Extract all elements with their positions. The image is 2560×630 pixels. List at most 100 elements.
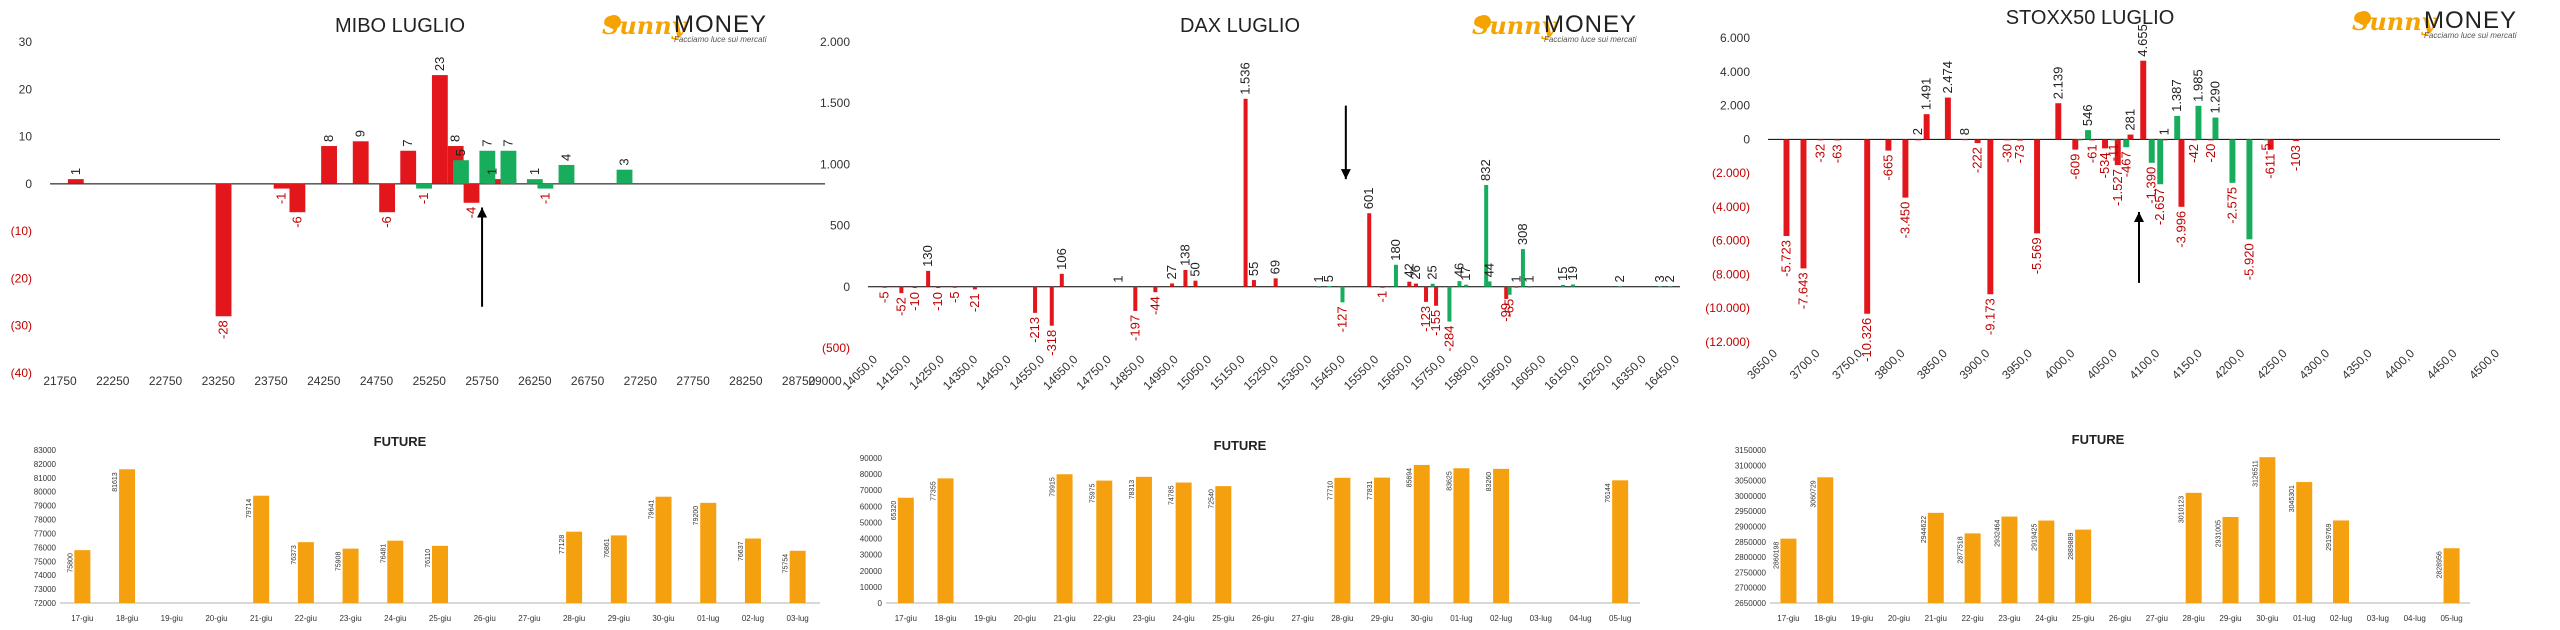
data-label: 5 (453, 149, 468, 156)
data-label: -5.569 (2029, 237, 2044, 274)
future-y-tick: 74000 (34, 571, 57, 580)
future-x-tick: 02-lug (2330, 614, 2352, 623)
bar-down (2034, 139, 2041, 234)
x-tick-label: 22250 (96, 374, 130, 388)
future-bar-label: 2828956 (2437, 551, 2444, 578)
future-y-tick: 2650000 (1735, 599, 1767, 608)
future-bar (744, 538, 761, 603)
bar-down (2017, 139, 2024, 141)
x-tick-label: 3800,0 (1872, 346, 1908, 382)
future-bar (1453, 468, 1470, 603)
bar-down (1133, 286, 1138, 311)
future-y-tick: 90000 (860, 454, 883, 463)
bar-down (2178, 139, 2185, 207)
future-bar-label: 3126511 (2252, 460, 2259, 487)
future-x-tick: 19-giu (974, 614, 996, 623)
bar-down (972, 286, 977, 290)
bar-up (526, 179, 543, 184)
future-bar-label: 75975 (1089, 483, 1096, 503)
future-bar (1612, 480, 1629, 603)
bar-up (1327, 286, 1332, 288)
bar-up (2263, 139, 2270, 141)
future-x-tick: 24-giu (384, 614, 406, 623)
data-label: 42 (1401, 263, 1416, 277)
bar-down (1783, 139, 1790, 236)
logo-money-text: MONEY (1544, 11, 1637, 38)
data-label: 2 (1612, 275, 1627, 282)
future-bar-label: 75800 (67, 553, 74, 573)
data-label: -32 (1812, 144, 1827, 163)
x-tick-label: 14650,0 (1040, 352, 1081, 393)
data-label: -5 (947, 291, 962, 303)
data-label: 2 (1910, 128, 1925, 135)
bar-down (2072, 139, 2079, 150)
bar-down (2191, 139, 2198, 141)
future-bar (2443, 548, 2460, 603)
data-label: -28 (216, 320, 231, 339)
data-label: 50 (1187, 262, 1202, 276)
future-x-tick: 22-giu (1962, 614, 1984, 623)
bar-down (1504, 286, 1509, 299)
y-tick-label: 500 (830, 219, 850, 233)
bar-up (558, 164, 575, 184)
bar-down (2114, 139, 2121, 166)
future-bar-label: 76144 (1605, 483, 1612, 503)
x-tick-label: 4200,0 (2211, 346, 2247, 382)
future-bar (297, 542, 314, 603)
bar-down (2161, 139, 2168, 141)
data-label: 1.491 (1919, 78, 1934, 111)
y-tick-label: 30 (19, 35, 33, 49)
x-tick-label: 14350,0 (940, 352, 981, 393)
x-tick-label: 14450,0 (973, 352, 1014, 393)
bar-up (2246, 139, 2253, 240)
data-label: -123 (1418, 306, 1433, 332)
future-y-tick: 3150000 (1735, 446, 1767, 455)
bar-down (1273, 278, 1278, 287)
future-bar-label: 76110 (425, 549, 432, 568)
bar-down (1974, 139, 1981, 144)
bar-up (1657, 286, 1662, 288)
data-label: 832 (1478, 159, 1493, 181)
future-bar (2075, 529, 2092, 603)
bar-down (1251, 280, 1256, 287)
bar-up (1457, 281, 1462, 287)
x-tick-label: 4400,0 (2381, 346, 2417, 382)
x-tick-label: 15950,0 (1474, 352, 1515, 393)
future-bar-label: 2919425 (2031, 523, 2038, 550)
data-label: -5.920 (2241, 243, 2256, 280)
future-bar (2333, 520, 2350, 603)
bar-up (479, 150, 496, 184)
future-bar-label: 79714 (246, 499, 253, 519)
bar-down (1987, 139, 1994, 295)
bar-down (1414, 283, 1419, 287)
future-y-tick: 79000 (34, 502, 57, 511)
future-y-tick: 10000 (860, 583, 883, 592)
y-tick-label: 6.000 (1720, 31, 1750, 45)
future-x-tick: 18-giu (116, 614, 138, 623)
data-label: -10 (930, 292, 945, 311)
x-tick-label: 4300,0 (2296, 346, 2332, 382)
bar-up (2174, 115, 2181, 140)
data-label: -9.173 (1982, 298, 1997, 335)
bar-up (1484, 184, 1489, 287)
future-bar (2038, 520, 2055, 603)
bar-up (1507, 286, 1512, 295)
future-bar-label: 2889889 (2068, 533, 2075, 560)
bar-down (1944, 97, 1951, 140)
x-tick-label: 23750 (254, 374, 288, 388)
data-label: -103 (2288, 145, 2303, 171)
bar-up (1520, 249, 1525, 287)
bar-up (453, 160, 469, 184)
future-y-tick: 3050000 (1735, 477, 1767, 486)
future-bar (1135, 476, 1152, 603)
bar-down (1243, 98, 1248, 287)
x-tick-label: 15650,0 (1374, 352, 1415, 393)
bar-down (899, 286, 904, 294)
future-bar-label: 76481 (380, 544, 387, 564)
y-tick-label: 20 (19, 82, 33, 96)
bar-up (1617, 286, 1622, 288)
future-bar-label: 65320 (891, 501, 898, 521)
data-label: -5 (877, 291, 892, 303)
x-tick-label: 21750 (43, 374, 77, 388)
